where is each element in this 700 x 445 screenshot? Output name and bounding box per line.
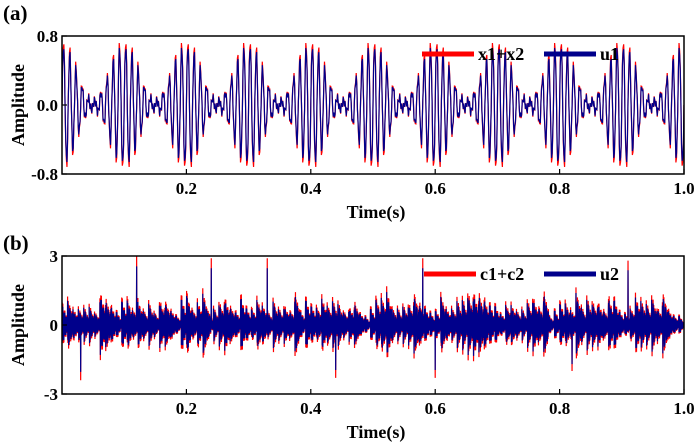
x-tick-label: 1.0: [673, 399, 694, 418]
y-tick-label: 3: [50, 247, 59, 266]
x-axis-label: Time(s): [347, 422, 406, 443]
legend-label-x1+x2: x1+x2: [478, 44, 524, 64]
panel-label: (b): [3, 231, 29, 255]
legend-label-c1+c2: c1+c2: [480, 264, 524, 284]
x-tick-label: 0.8: [549, 399, 570, 418]
y-tick-label: 0: [50, 316, 59, 335]
x-tick-label: 0.6: [425, 179, 446, 198]
x-tick-label: 0.2: [176, 399, 197, 418]
chart-panel-a: 0.2 0.4 0.6 0.8 1.0 -0.8 0.0 0.8 Time(s) Amplitud…: [3, 1, 695, 223]
y-tick-label: -0.8: [31, 165, 58, 184]
x-tick-label: 0.4: [300, 179, 322, 198]
legend-label-u2: u2: [600, 264, 619, 284]
chart-panel-b: 0.2 0.4 0.6 0.8 1.0 -3 0 3 Time(s) Amplitude (b) c1…: [3, 231, 695, 443]
x-tick-label: 0.8: [549, 179, 570, 198]
x-tick-label: 1.0: [673, 179, 694, 198]
series-line-u1: [62, 47, 684, 163]
series-line-u2: [62, 266, 684, 372]
panel-label: (a): [3, 1, 28, 25]
y-tick-label: -3: [44, 385, 58, 404]
legend-label-u1: u1: [600, 44, 619, 64]
x-tick-label: 0.2: [176, 179, 197, 198]
y-tick-label: 0.0: [37, 96, 58, 115]
y-axis-label: Amplitude: [8, 284, 28, 366]
x-axis-label: Time(s): [347, 202, 406, 223]
x-tick-label: 0.6: [425, 399, 446, 418]
y-tick-label: 0.8: [37, 27, 58, 46]
x-tick-label: 0.4: [300, 399, 322, 418]
y-axis-label: Amplitude: [8, 64, 28, 146]
